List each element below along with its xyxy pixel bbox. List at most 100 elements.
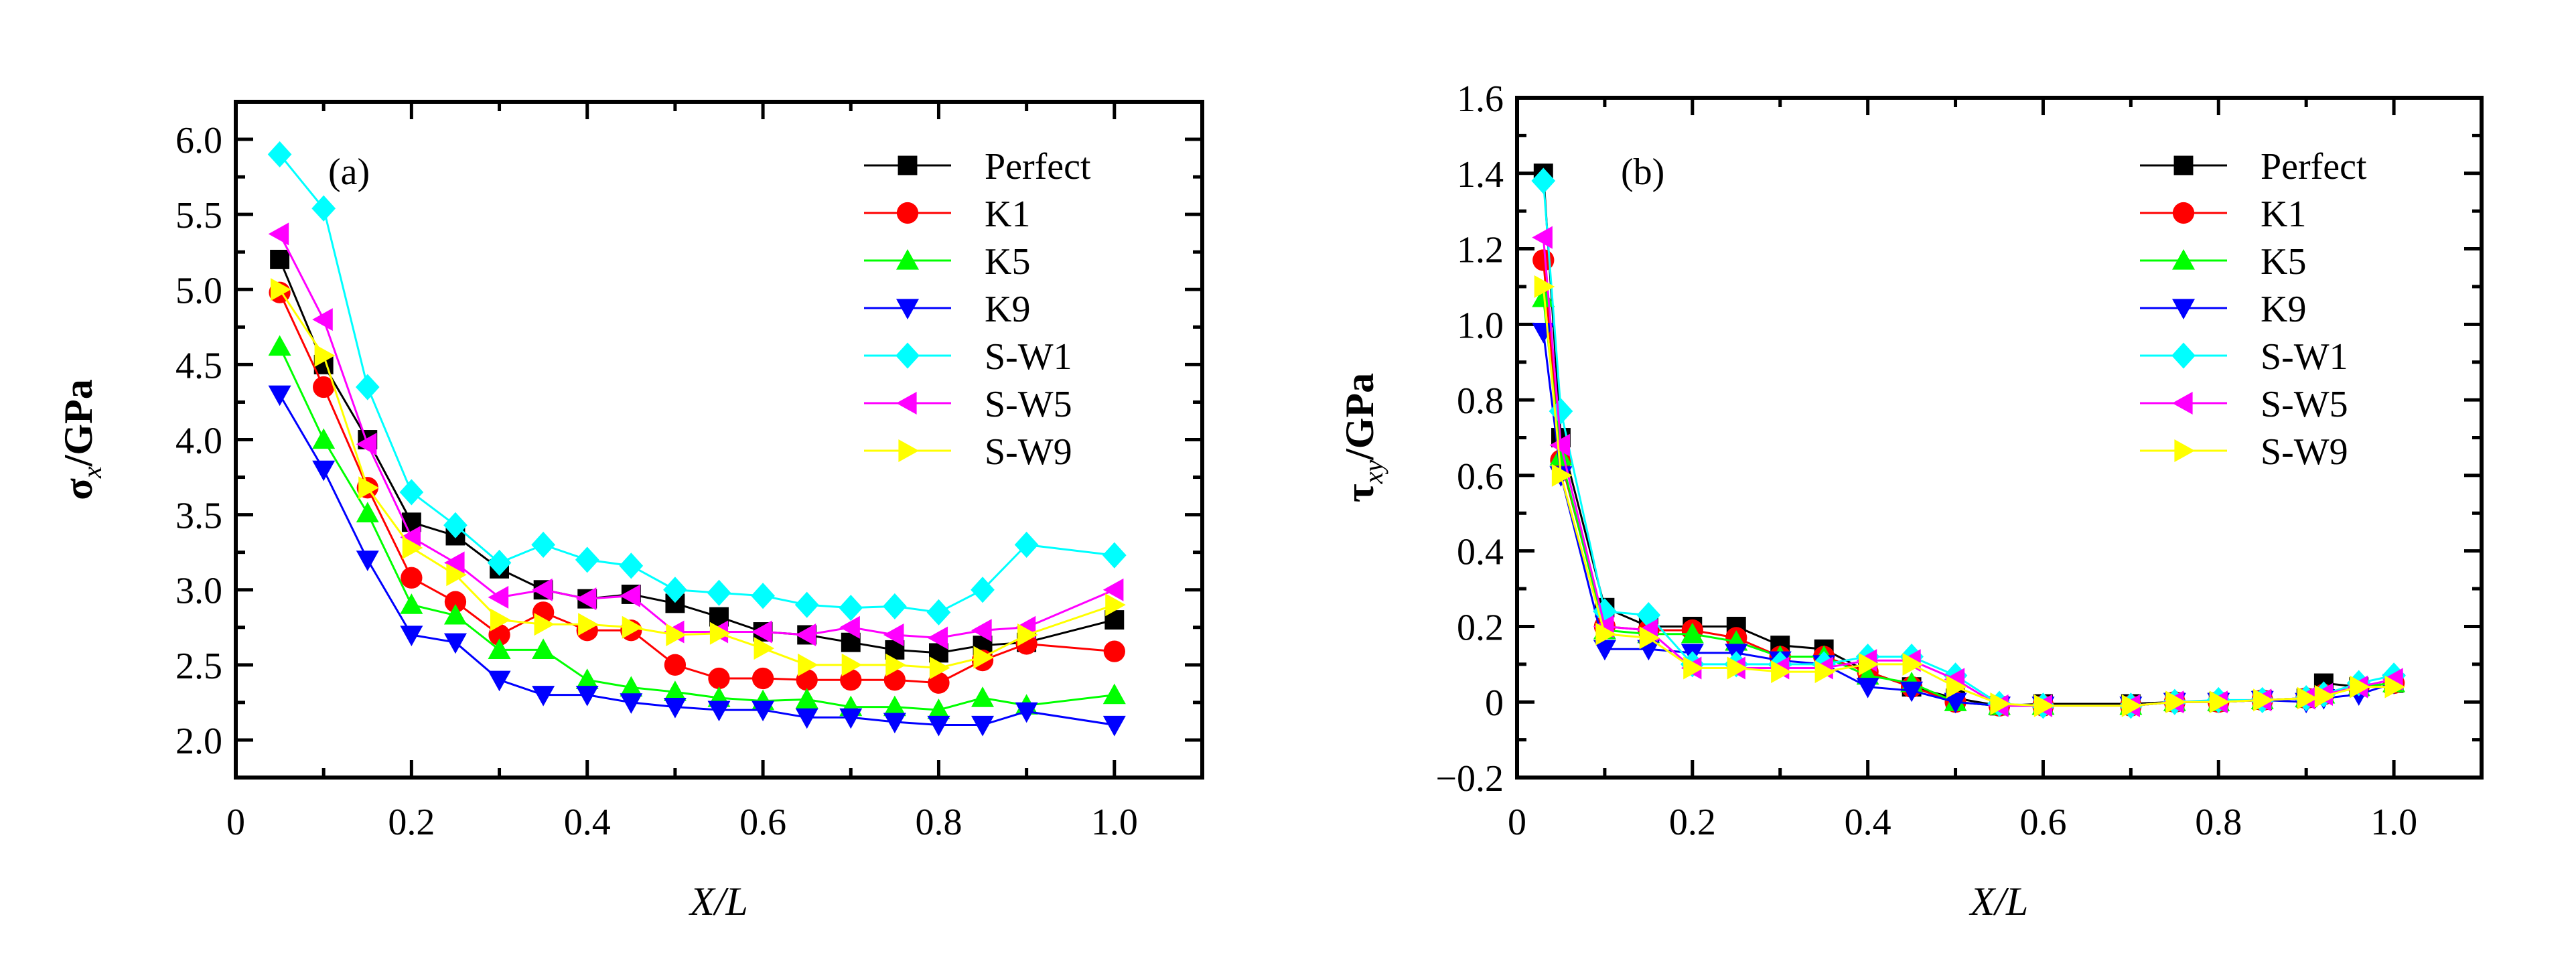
data-point: [1946, 675, 1967, 698]
data-point: [312, 428, 336, 449]
data-point: [268, 385, 291, 407]
data-point: [312, 460, 336, 482]
legend-marker: [2172, 299, 2195, 319]
data-point: [1902, 652, 1924, 676]
legend-label: K1: [985, 194, 1030, 235]
y-tick-label: 3.0: [175, 571, 222, 612]
x-tick-label: 0.4: [1845, 802, 1891, 843]
data-point: [1531, 167, 1556, 194]
legend-entry: K9: [864, 289, 1030, 330]
data-point: [927, 626, 948, 650]
data-point: [2121, 694, 2143, 717]
legend-label: S-W9: [985, 431, 1072, 473]
data-point: [839, 595, 863, 621]
data-point: [1680, 622, 1704, 644]
data-point: [1900, 681, 1924, 703]
series-s-w9: [1534, 275, 2406, 717]
x-tick-label: 0.2: [388, 802, 435, 843]
data-point: [707, 701, 731, 722]
y-tick-label: 1.2: [1457, 230, 1504, 271]
legend-marker: [896, 342, 920, 369]
data-point: [443, 551, 465, 575]
data-point: [1102, 542, 1127, 569]
legend-marker: [2174, 439, 2195, 462]
y-tick-label: 2.0: [175, 721, 222, 762]
data-point: [798, 653, 818, 676]
data-point: [267, 141, 292, 168]
data-point: [488, 585, 509, 609]
legend: Perfect K1 K5 K9 S-W1 S-W5 S-W9: [2140, 146, 2367, 473]
data-point: [531, 531, 555, 559]
data-point: [358, 476, 379, 500]
data-point: [795, 708, 818, 729]
data-point: [534, 613, 555, 636]
y-axis-unit: /GPa: [1338, 373, 1382, 461]
data-point: [575, 686, 599, 707]
y-tick-label: 3.5: [175, 496, 222, 537]
legend-label: Perfect: [2261, 146, 2367, 188]
x-tick-label: 0.4: [564, 802, 611, 843]
data-point: [1771, 660, 1792, 684]
data-point: [839, 615, 860, 639]
series-s-w5: [268, 222, 1124, 650]
data-point: [883, 593, 907, 619]
data-point: [2209, 690, 2230, 714]
data-point: [929, 656, 950, 680]
data-point: [928, 672, 950, 694]
data-point: [708, 667, 730, 690]
data-point: [620, 693, 643, 714]
data-point: [1549, 445, 1573, 466]
legend-label: S-W5: [2261, 384, 2348, 425]
data-point: [885, 653, 906, 676]
data-point: [578, 613, 599, 636]
legend-marker: [2172, 249, 2195, 270]
data-point: [400, 526, 421, 549]
y-tick-label: 0.2: [1457, 607, 1504, 648]
legend-marker: [896, 202, 919, 224]
x-tick-label: 1.0: [2370, 802, 2417, 843]
data-point: [488, 638, 511, 660]
x-tick-label: 0: [226, 802, 245, 843]
data-point: [314, 344, 336, 367]
series-k9: [268, 385, 1126, 737]
legend-entry: K1: [864, 194, 1030, 235]
legend: Perfect K1 K5 K9 S-W1 S-W5 S-W9: [864, 146, 1091, 473]
y-axis-title: σx/GPa: [56, 379, 107, 500]
x-tick-label: 0.8: [915, 802, 962, 843]
legend-label: K9: [2261, 289, 2306, 330]
data-point: [927, 715, 950, 737]
legend-label: K5: [985, 241, 1030, 283]
legend-label: K5: [2261, 241, 2306, 283]
legend-entry: S-W1: [2140, 336, 2348, 378]
legend-label: S-W5: [985, 384, 1072, 425]
data-point: [1549, 433, 1571, 457]
data-point: [1102, 715, 1126, 737]
legend-marker: [2172, 202, 2195, 224]
legend-marker: [896, 299, 919, 319]
legend-marker: [2173, 155, 2194, 175]
legend-entry: Perfect: [864, 146, 1091, 188]
data-point: [488, 670, 511, 692]
data-point: [620, 676, 643, 697]
y-axis-symbol: τ: [1338, 484, 1382, 502]
y-tick-label: 6.0: [175, 120, 222, 161]
data-point: [575, 546, 599, 573]
legend-entry: S-W9: [2140, 431, 2348, 473]
x-tick-label: 0.6: [2019, 802, 2066, 843]
y-axis-symbol: σ: [56, 478, 100, 500]
data-point: [270, 249, 290, 269]
y-tick-label: 2.5: [175, 646, 222, 687]
data-point: [355, 374, 380, 400]
y-tick-label: 5.0: [175, 270, 222, 311]
data-point: [795, 688, 818, 709]
data-point: [575, 668, 599, 689]
legend-marker: [898, 155, 918, 175]
data-point: [840, 669, 862, 691]
y-tick-label: 1.0: [1457, 305, 1504, 346]
legend-marker: [2171, 342, 2196, 369]
series-s-w1: [267, 141, 1127, 625]
x-axis-title: X/L: [1969, 879, 2029, 924]
y-tick-label: 4.0: [175, 421, 222, 462]
chart-panel-b: 0 0.2 0.4 0.6 0.8 1.0−0.200.20.40.60.81.01.21…: [1338, 78, 2484, 924]
data-point: [1103, 640, 1125, 662]
